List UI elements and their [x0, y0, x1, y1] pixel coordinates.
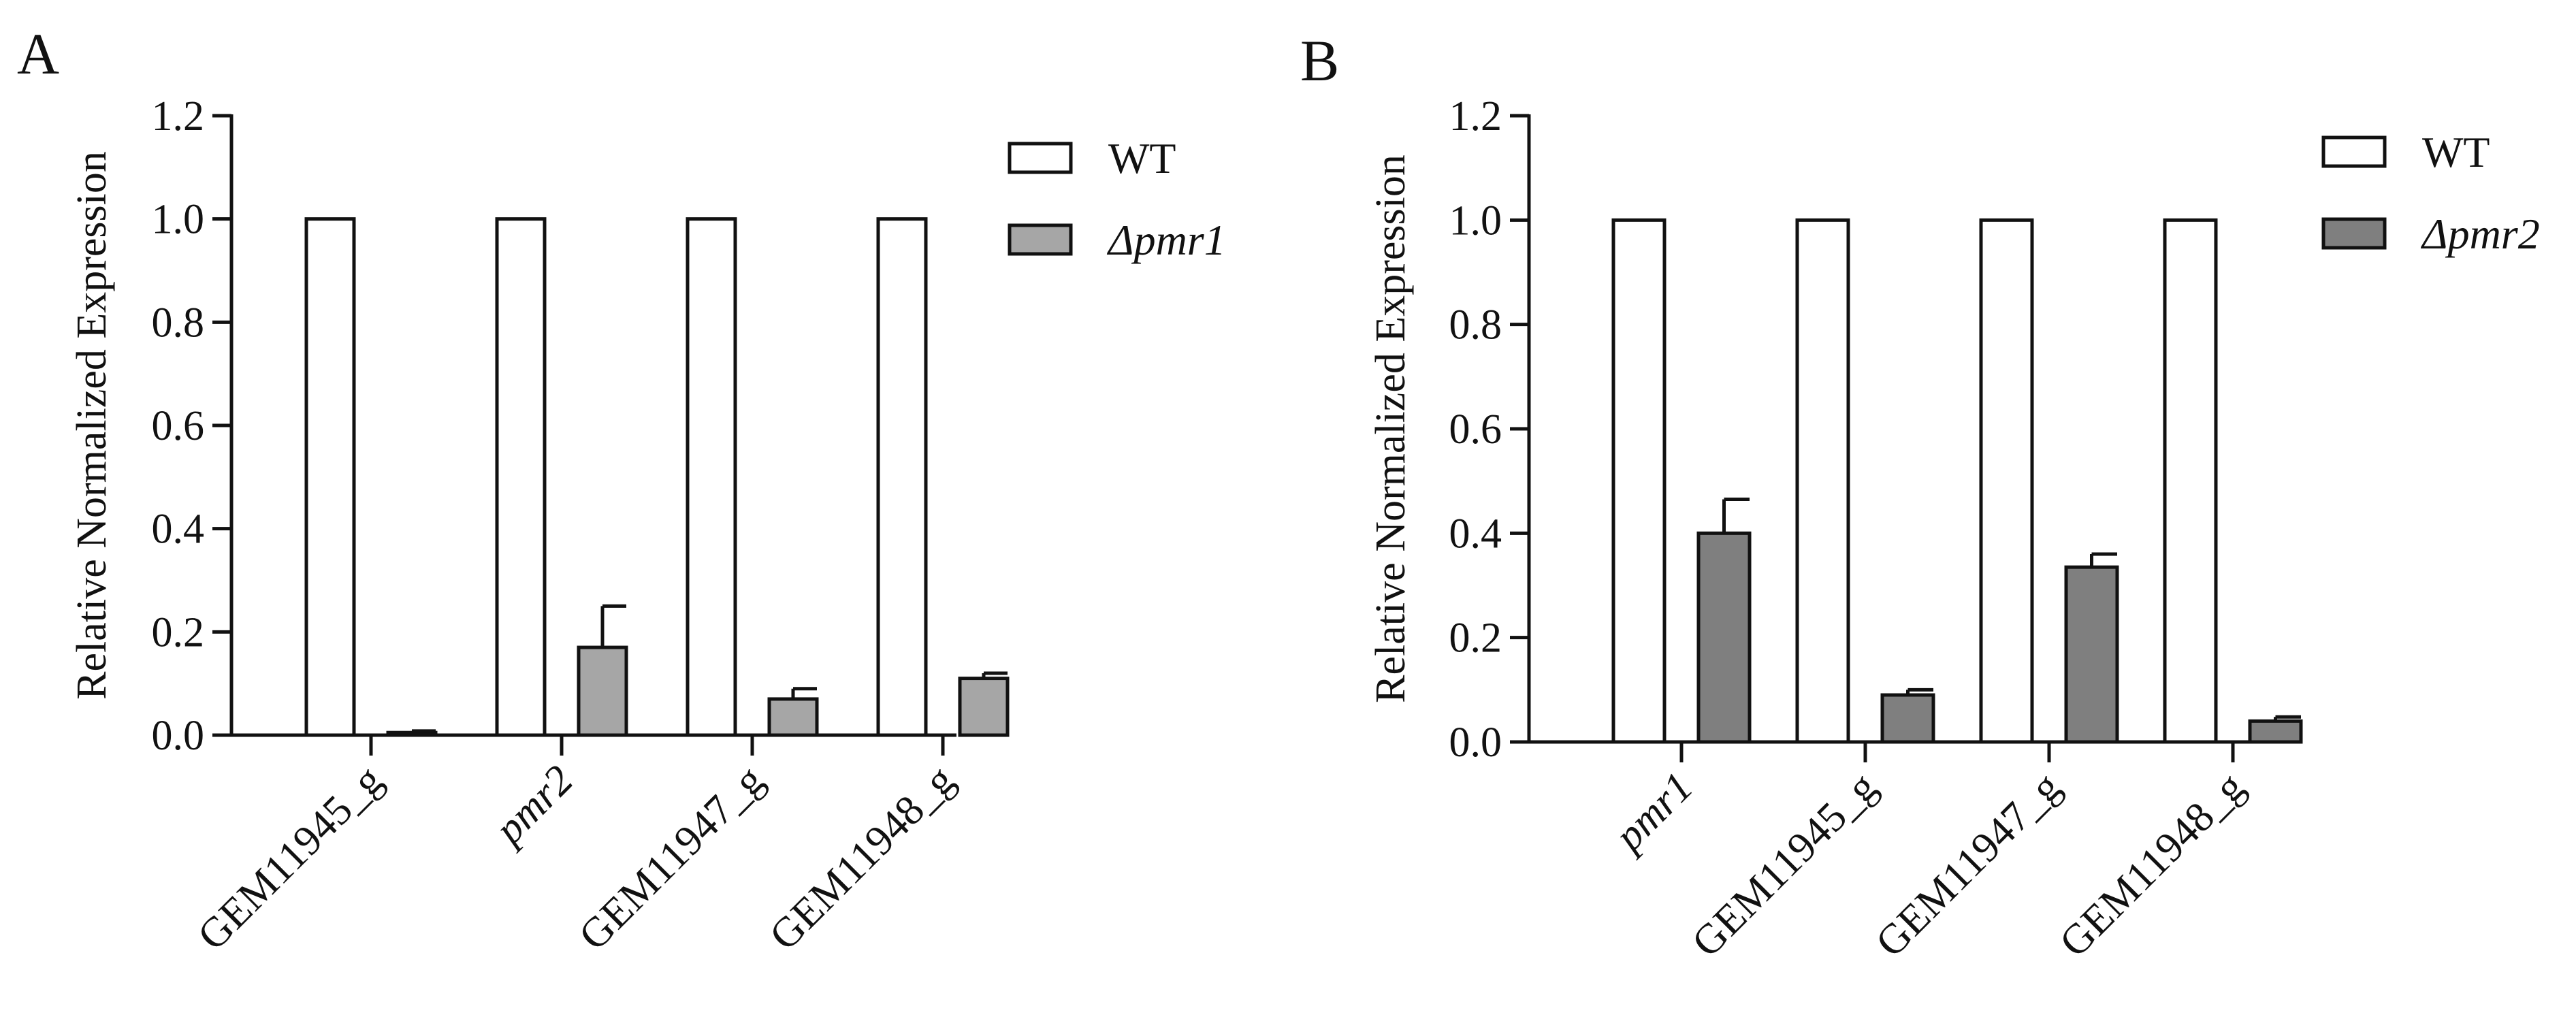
- panel-b: B 0.0 0.2 0.4 0.6 0.8 1.0 1.2 Relative Normaliz…: [1300, 28, 2540, 966]
- bar-wt: [2163, 218, 2218, 744]
- legend-label-wt: WT: [2422, 128, 2490, 176]
- x-category-label: GEM11947_g: [1867, 764, 2070, 966]
- y-tick-label: 0.2: [1449, 615, 1502, 662]
- legend-swatch-mutant: [2321, 217, 2387, 250]
- y-tick-label: 0.8: [1449, 302, 1502, 349]
- bar-wt: [495, 217, 547, 737]
- bar-wt: [1795, 218, 1850, 744]
- panel-letter-a: A: [17, 21, 59, 86]
- x-category-label: pmr1: [1604, 764, 1701, 861]
- bar-mutant: [767, 697, 819, 737]
- bar-mutant: [2064, 565, 2119, 744]
- bar-mutant: [1880, 693, 1935, 744]
- y-tick-label: 1.2: [1449, 93, 1502, 140]
- bar-wt: [876, 217, 928, 737]
- legend-swatch-mutant: [1008, 223, 1073, 256]
- y-tick-label: 0.0: [1449, 719, 1502, 766]
- x-category-label: GEM11948_g: [761, 757, 963, 959]
- bar-mutant: [1696, 531, 1752, 744]
- x-category-label: GEM11948_g: [2051, 764, 2253, 966]
- y-tick-label: 0.6: [152, 403, 205, 449]
- y-tick-label: 0.8: [152, 300, 205, 346]
- y-axis-title: Relative Normalized Expression: [69, 151, 115, 700]
- x-category-label: GEM11945_g: [1684, 764, 1886, 966]
- y-tick-label: 0.0: [152, 713, 205, 759]
- legend-label-mutant: Δpmr2: [2420, 210, 2540, 258]
- panel-letter-b: B: [1300, 28, 1339, 93]
- y-tick-label: 0.2: [152, 609, 205, 656]
- legend-swatch-wt: [1008, 142, 1073, 174]
- y-tick-label: 0.6: [1449, 406, 1502, 453]
- legend-label-mutant: Δpmr1: [1106, 216, 1226, 264]
- x-category-label: pmr2: [484, 757, 581, 854]
- x-category-label: GEM11947_g: [570, 757, 773, 959]
- bar-mutant: [386, 730, 438, 737]
- y-tick-label: 1.0: [152, 197, 205, 243]
- bar-mutant: [958, 677, 1010, 737]
- y-tick-label: 1.2: [152, 93, 205, 140]
- y-tick-label: 0.4: [1449, 511, 1502, 557]
- bar-mutant: [577, 645, 628, 737]
- panel-a: A 0.0 0.2 0.4 0.6 0.8 1.0 1.2 Relative Normaliz…: [17, 21, 1226, 959]
- legend-label-wt: WT: [1108, 134, 1176, 182]
- bar-mutant: [2248, 719, 2303, 744]
- bar-wt: [1979, 218, 2034, 744]
- legend-swatch-wt: [2321, 135, 2387, 168]
- bar-wt: [1611, 218, 1667, 744]
- y-tick-label: 0.4: [152, 506, 205, 553]
- y-tick-label: 1.0: [1449, 197, 1502, 244]
- bar-wt: [686, 217, 737, 737]
- x-category-label: GEM11945_g: [189, 757, 391, 959]
- bar-wt: [304, 217, 356, 737]
- y-axis-title: Relative Normalized Expression: [1368, 155, 1414, 703]
